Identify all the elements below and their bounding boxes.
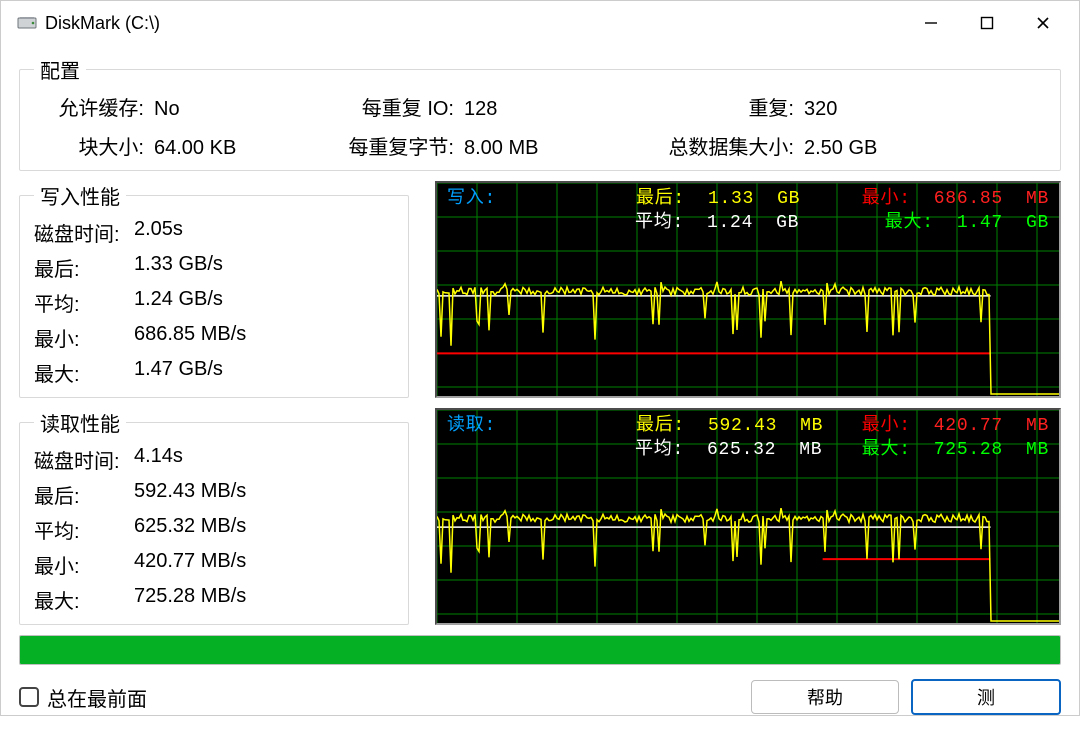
value-bytes-per-repeat: 8.00 MB — [464, 137, 604, 160]
read-value-min: 420.77 MB/s — [134, 550, 394, 579]
close-button[interactable] — [1015, 1, 1071, 45]
run-button-label: 测 — [977, 684, 995, 710]
run-button[interactable]: 测 — [911, 679, 1061, 715]
write-label-max: 最大: — [34, 358, 134, 387]
label-allow-cache: 允许缓存: — [34, 92, 144, 121]
label-io-per-repeat: 每重复 IO: — [304, 92, 454, 121]
write-label-last: 最后: — [34, 253, 134, 282]
write-label-min: 最小: — [34, 323, 134, 352]
write-label-disktime: 磁盘时间: — [34, 218, 134, 247]
minimize-button[interactable] — [903, 1, 959, 45]
app-drive-icon — [17, 13, 37, 33]
client-area: 配置 允许缓存: No 每重复 IO: 128 重复: 320 块大小: 64.… — [1, 45, 1079, 729]
read-label-avg: 平均: — [34, 515, 134, 544]
value-dataset-size: 2.50 GB — [804, 137, 914, 160]
read-label-min: 最小: — [34, 550, 134, 579]
config-group: 配置 允许缓存: No 每重复 IO: 128 重复: 320 块大小: 64.… — [19, 55, 1061, 171]
write-chart: 写入:最后: 1.33 GB最小: 686.85 MB平均: 1.24 GB最大… — [435, 181, 1061, 398]
value-allow-cache: No — [154, 98, 294, 121]
checkbox-box-icon — [19, 687, 39, 707]
label-repeat: 重复: — [614, 92, 794, 121]
read-value-last: 592.43 MB/s — [134, 480, 394, 509]
read-value-disktime: 4.14s — [134, 445, 394, 474]
config-legend: 配置 — [34, 55, 86, 84]
value-repeat: 320 — [804, 98, 914, 121]
write-label-avg: 平均: — [34, 288, 134, 317]
label-bytes-per-repeat: 每重复字节: — [304, 131, 454, 160]
value-io-per-repeat: 128 — [464, 98, 604, 121]
window-title: DiskMark (C:\) — [45, 13, 160, 34]
app-window: DiskMark (C:\) 配置 允许缓存: No 每重复 IO: 128 重… — [0, 0, 1080, 716]
write-legend: 写入性能 — [34, 181, 126, 210]
read-label-max: 最大: — [34, 585, 134, 614]
write-value-min: 686.85 MB/s — [134, 323, 394, 352]
read-value-max: 725.28 MB/s — [134, 585, 394, 614]
read-label-last: 最后: — [34, 480, 134, 509]
write-value-max: 1.47 GB/s — [134, 358, 394, 387]
write-stats-group: 写入性能 磁盘时间: 2.05s 最后: 1.33 GB/s 平均: 1.24 … — [19, 181, 409, 398]
write-value-last: 1.33 GB/s — [134, 253, 394, 282]
always-on-top-label: 总在最前面 — [47, 683, 147, 712]
help-button[interactable]: 帮助 — [751, 680, 899, 714]
label-dataset-size: 总数据集大小: — [614, 131, 794, 160]
help-button-label: 帮助 — [807, 684, 843, 710]
progress-bar — [19, 635, 1061, 665]
write-value-disktime: 2.05s — [134, 218, 394, 247]
write-value-avg: 1.24 GB/s — [134, 288, 394, 317]
maximize-button[interactable] — [959, 1, 1015, 45]
progress-fill — [20, 636, 1060, 664]
label-block-size: 块大小: — [34, 131, 144, 160]
value-block-size: 64.00 KB — [154, 137, 294, 160]
read-label-disktime: 磁盘时间: — [34, 445, 134, 474]
read-chart: 读取:最后: 592.43 MB最小: 420.77 MB平均: 625.32 … — [435, 408, 1061, 625]
read-value-avg: 625.32 MB/s — [134, 515, 394, 544]
always-on-top-checkbox[interactable]: 总在最前面 — [19, 683, 147, 712]
read-stats-group: 读取性能 磁盘时间: 4.14s 最后: 592.43 MB/s 平均: 625… — [19, 408, 409, 625]
read-legend: 读取性能 — [34, 408, 126, 437]
titlebar[interactable]: DiskMark (C:\) — [1, 1, 1079, 45]
